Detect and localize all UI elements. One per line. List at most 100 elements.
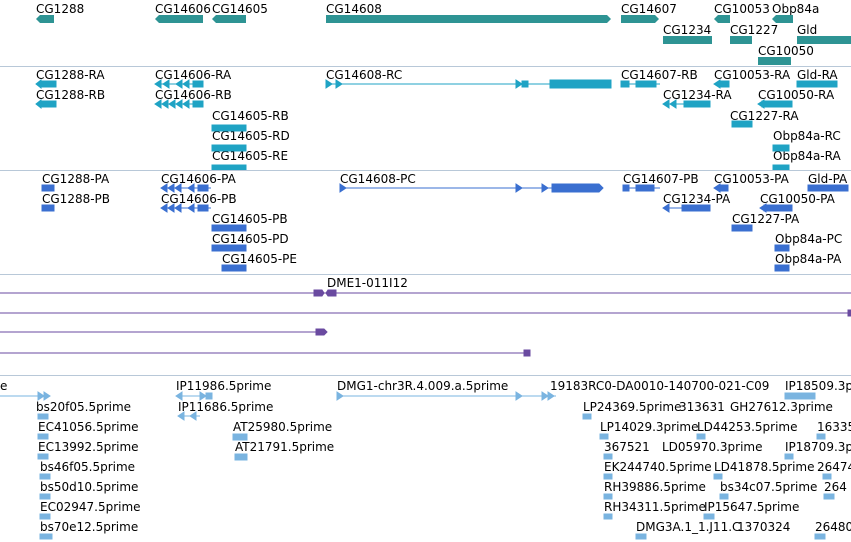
est-label[interactable]: 264 — [824, 480, 847, 494]
gene-label[interactable]: CG14605 — [212, 2, 268, 16]
est-label[interactable]: DMG1-chr3R.4.009.a.5prime — [337, 379, 509, 393]
track-separator — [0, 274, 851, 275]
gene-label[interactable]: CG10050 — [758, 44, 814, 58]
est-label[interactable]: 16335 — [817, 420, 851, 434]
clone-glyphs[interactable] — [0, 275, 851, 375]
est-label[interactable]: LP14029.3prime — [600, 420, 699, 434]
est-label[interactable]: IP11686.5prime — [178, 400, 274, 414]
est-label[interactable]: AT21791.5prime — [235, 440, 335, 454]
est-label[interactable]: bs50d10.5prime — [40, 480, 139, 494]
transcript-label[interactable]: CG14606-RA — [155, 68, 232, 82]
est-label[interactable]: EC02947.5prime — [40, 500, 141, 514]
est-label[interactable]: DMG3A.1_1.J11.C — [636, 520, 741, 534]
transcript-label[interactable]: Obp84a-RC — [773, 129, 841, 143]
track-separator — [0, 66, 851, 67]
est-label[interactable]: 26480 — [815, 520, 851, 534]
protein-label[interactable]: CG10053-PA — [714, 172, 789, 186]
est-label[interactable]: IP18709.3p — [785, 440, 851, 454]
gene-arrow-cg1288 — [36, 15, 54, 23]
gene-label[interactable]: Gld — [797, 23, 818, 37]
est-label[interactable]: GH27612.3prime — [730, 400, 833, 414]
protein-label[interactable]: Obp84a-PC — [775, 232, 843, 246]
transcript-label[interactable]: CG14605-RD — [212, 129, 290, 143]
gene-label[interactable]: CG14608 — [326, 2, 382, 16]
gene-bar-cg1234 — [663, 36, 712, 44]
est-label[interactable]: EC41056.5prime — [38, 420, 139, 434]
gene-glyphs[interactable] — [0, 0, 851, 66]
gene-label[interactable]: CG14606 — [155, 2, 211, 16]
est-label[interactable]: RH39886.5prime — [604, 480, 706, 494]
protein-label[interactable]: CG14606-PB — [161, 192, 237, 206]
est-label[interactable]: bs70e12.5prime — [40, 520, 139, 534]
est-label[interactable]: 19183RC0-DA0010-140700-021-C09 — [550, 379, 770, 393]
est-label[interactable]: 367521 — [604, 440, 650, 454]
gene-arrow-gld — [797, 36, 851, 44]
protein-label[interactable]: CG14607-PB — [623, 172, 699, 186]
transcript-label[interactable]: CG1288-RB — [36, 88, 106, 102]
transcript-glyphs[interactable] — [0, 67, 851, 170]
est-label[interactable]: bs20f05.5prime — [36, 400, 132, 414]
est-label[interactable]: IP15647.5prime — [704, 500, 800, 514]
gene-label[interactable]: Obp84a — [772, 2, 820, 16]
est-label[interactable]: EK244740.5prime — [604, 460, 712, 474]
gene-label[interactable]: CG1234 — [663, 23, 712, 37]
transcript-label[interactable]: CG1227-RA — [730, 109, 799, 123]
est-label[interactable]: LP24369.5prime — [583, 400, 682, 414]
est-label[interactable]: 1370324 — [737, 520, 791, 534]
gene-arrow-obp84a — [772, 15, 793, 23]
est-label[interactable]: 313631 — [679, 400, 725, 414]
gene-arrow-cg10053 — [714, 15, 730, 23]
protein-label[interactable]: CG14606-PA — [161, 172, 236, 186]
transcript-track: CG1288-RA CG1288-RB CG14606-RA CG14606-R… — [0, 67, 851, 170]
protein-label[interactable]: CG1288-PB — [42, 192, 111, 206]
clone-label[interactable]: DME1-011I12 — [327, 276, 408, 290]
transcript-label[interactable]: CG1234-RA — [663, 88, 732, 102]
est-label[interactable]: e — [0, 379, 8, 393]
est-track: e bs20f05.5prime EC41056.5prime EC13992.… — [0, 376, 851, 542]
protein-label[interactable]: CG10050-PA — [760, 192, 835, 206]
gene-label[interactable]: CG14607 — [621, 2, 677, 16]
est-label[interactable]: LD44253.5prime — [697, 420, 798, 434]
gene-label[interactable]: CG1288 — [36, 2, 85, 16]
est-label[interactable]: bs46f05.5prime — [40, 460, 136, 474]
protein-glyphs[interactable] — [0, 171, 851, 274]
protein-label[interactable]: CG1234-PA — [663, 192, 731, 206]
gene-bar-cg10050 — [758, 57, 791, 65]
protein-label[interactable]: Obp84a-PA — [775, 252, 842, 266]
transcript-label[interactable]: CG14605-RE — [212, 149, 289, 163]
est-label[interactable]: IP11986.5prime — [176, 379, 272, 393]
protein-label[interactable]: CG1227-PA — [732, 212, 800, 226]
gene-bar-cg1227 — [730, 36, 752, 44]
est-label[interactable]: EC13992.5prime — [38, 440, 139, 454]
protein-label[interactable]: CG1288-PA — [42, 172, 110, 186]
gene-label[interactable]: CG1227 — [730, 23, 779, 37]
protein-label[interactable]: Gld-PA — [808, 172, 848, 186]
transcript-label[interactable]: CG14605-RB — [212, 109, 289, 123]
protein-label[interactable]: CG14605-PB — [212, 212, 288, 226]
transcript-label[interactable]: CG14606-RB — [155, 88, 232, 102]
protein-label[interactable]: CG14608-PC — [340, 172, 416, 186]
transcript-label[interactable]: Gld-RA — [797, 68, 838, 82]
transcript-label[interactable]: CG14607-RB — [621, 68, 698, 82]
clone-track: DME1-011I12 — [0, 275, 851, 375]
track-separator — [0, 170, 851, 171]
gene-arrow-cg14607 — [621, 15, 659, 23]
protein-label[interactable]: CG14605-PE — [222, 252, 297, 266]
transcript-label[interactable]: CG10053-RA — [714, 68, 791, 82]
transcript-label[interactable]: CG10050-RA — [758, 88, 835, 102]
est-label[interactable]: IP18509.3p — [785, 379, 851, 393]
est-label[interactable]: LD41878.5prime — [714, 460, 815, 474]
transcript-label[interactable]: CG14608-RC — [326, 68, 403, 82]
protein-label[interactable]: CG14605-PD — [212, 232, 289, 246]
gene-arrow-cg14608 — [326, 15, 611, 23]
est-glyphs[interactable] — [0, 376, 851, 542]
est-label[interactable]: RH34311.5prime — [604, 500, 706, 514]
gene-arrow-cg14606 — [155, 15, 203, 23]
est-label[interactable]: 26474 — [817, 460, 851, 474]
est-label[interactable]: bs34c07.5prime — [720, 480, 818, 494]
gene-label[interactable]: CG10053 — [714, 2, 770, 16]
transcript-label[interactable]: CG1288-RA — [36, 68, 105, 82]
est-label[interactable]: LD05970.3prime — [662, 440, 763, 454]
transcript-label[interactable]: Obp84a-RA — [773, 149, 841, 163]
est-label[interactable]: AT25980.5prime — [233, 420, 333, 434]
